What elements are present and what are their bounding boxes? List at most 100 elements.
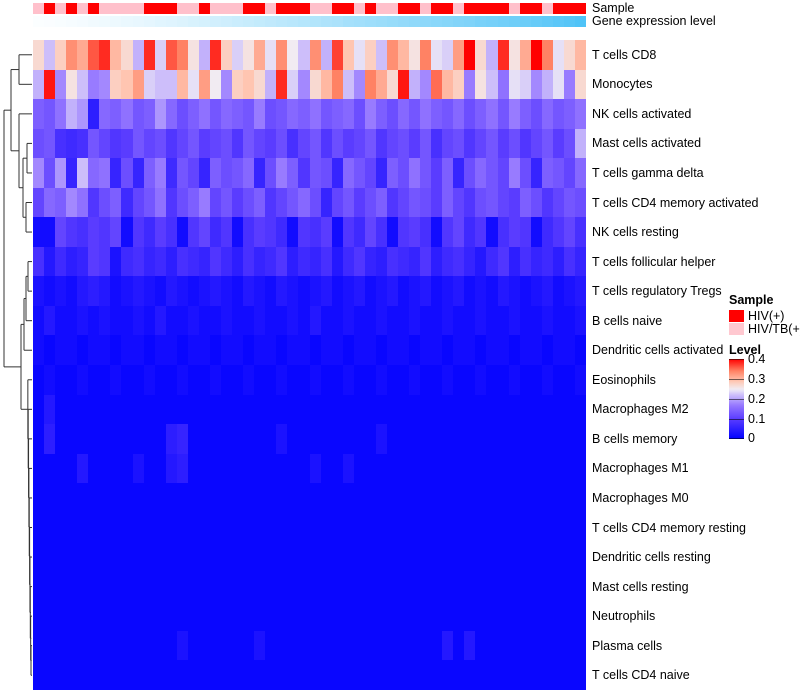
heatmap-cell <box>287 483 299 514</box>
heatmap-cell <box>276 69 288 100</box>
heatmap-cell <box>431 394 443 425</box>
heatmap-cell <box>453 542 465 573</box>
heatmap-cell <box>165 69 178 100</box>
heatmap-cell <box>320 601 332 632</box>
heatmap-cell <box>375 453 388 484</box>
heatmap-row <box>33 305 587 336</box>
heatmap-cell <box>209 305 222 336</box>
heatmap-cell <box>508 217 521 248</box>
heatmap-cell <box>530 99 543 130</box>
heatmap-cell <box>55 305 67 336</box>
heatmap-cell <box>254 128 266 159</box>
heatmap-cell <box>132 187 144 218</box>
heatmap-cell <box>453 276 465 307</box>
heatmap-cell <box>331 128 344 159</box>
heatmap-cell <box>552 542 565 573</box>
heatmap-cell <box>519 512 532 543</box>
heatmap-cell <box>409 660 421 691</box>
heatmap-cell <box>121 365 133 395</box>
heatmap-cell <box>331 483 344 514</box>
sample-annotation-cell <box>132 3 144 14</box>
heatmap-cell <box>552 630 565 661</box>
heatmap-cell <box>552 335 565 366</box>
heatmap-cell <box>221 128 233 159</box>
gene-expression-annotation-cell <box>519 16 532 27</box>
heatmap-cell <box>519 99 532 130</box>
heatmap-cell <box>397 158 410 189</box>
heatmap-cell <box>508 187 521 218</box>
heatmap-cell <box>364 630 377 661</box>
heatmap-cell <box>254 276 266 307</box>
heatmap-cell <box>298 453 310 484</box>
heatmap-cell <box>508 542 521 573</box>
heatmap-cell <box>165 512 178 543</box>
gene-expression-annotation-cell <box>497 16 509 27</box>
heatmap-cell <box>431 571 443 602</box>
heatmap-cell <box>519 305 532 336</box>
heatmap-cell <box>44 217 56 248</box>
heatmap-cell <box>497 424 509 455</box>
heatmap-cell <box>497 305 509 336</box>
heatmap-cell <box>265 365 277 395</box>
gene-expression-annotation-cell <box>232 16 244 27</box>
heatmap-cell <box>110 187 122 218</box>
heatmap-cell <box>44 542 56 573</box>
heatmap-cell <box>386 40 399 70</box>
heatmap-cell <box>331 512 344 543</box>
heatmap-cell <box>176 660 189 691</box>
heatmap-cell <box>287 187 299 218</box>
heatmap-cell <box>442 394 454 425</box>
heatmap-cell <box>110 69 122 100</box>
heatmap-cell <box>409 542 421 573</box>
heatmap-cell <box>287 217 299 248</box>
heatmap-cell <box>221 158 233 189</box>
heatmap-cell <box>209 542 222 573</box>
colorbar-tick-label: 0.4 <box>748 352 766 366</box>
heatmap-cell <box>143 187 156 218</box>
heatmap-cell <box>243 453 255 484</box>
heatmap-cell <box>552 660 565 691</box>
sample-annotation-cell <box>331 3 344 14</box>
heatmap-cell <box>77 217 89 248</box>
heatmap-cell <box>486 276 498 307</box>
heatmap-cell <box>232 128 244 159</box>
heatmap-cell <box>187 158 200 189</box>
heatmap-cell <box>243 69 255 100</box>
heatmap-cell <box>221 542 233 573</box>
heatmap-cell <box>165 187 178 218</box>
heatmap-cell <box>442 453 454 484</box>
gene-expression-annotation-cell <box>508 16 521 27</box>
heatmap-cell <box>541 542 554 573</box>
heatmap-cell <box>209 424 222 455</box>
heatmap-cell <box>497 69 509 100</box>
row-label: B cells naive <box>592 313 663 328</box>
heatmap-cell <box>132 542 144 573</box>
heatmap-cell <box>132 335 144 366</box>
heatmap-cell <box>132 394 144 425</box>
sample-annotation-bar <box>33 3 587 14</box>
heatmap-cell <box>99 276 111 307</box>
gene-expression-annotation-cell <box>88 16 100 27</box>
heatmap-cell <box>375 99 388 130</box>
heatmap-cell <box>375 512 388 543</box>
heatmap-cell <box>364 365 377 395</box>
heatmap-cell <box>420 394 432 425</box>
heatmap-cell <box>66 335 78 366</box>
heatmap-cell <box>254 40 266 70</box>
heatmap-cell <box>44 128 56 159</box>
row-label: T cells CD4 memory resting <box>592 520 746 535</box>
colorbar-tick-label: 0.3 <box>748 372 766 386</box>
heatmap-cell <box>176 571 189 602</box>
heatmap-cell <box>232 483 244 514</box>
heatmap-cell <box>44 394 56 425</box>
heatmap-cell <box>530 365 543 395</box>
heatmap-cell <box>66 394 78 425</box>
heatmap-cell <box>44 69 56 100</box>
heatmap-cell <box>209 69 222 100</box>
heatmap-cell <box>342 246 355 277</box>
heatmap-cell <box>309 69 321 100</box>
heatmap-cell <box>397 365 410 395</box>
heatmap-cell <box>420 660 432 691</box>
heatmap-cell <box>409 394 421 425</box>
heatmap-cell <box>176 365 189 395</box>
